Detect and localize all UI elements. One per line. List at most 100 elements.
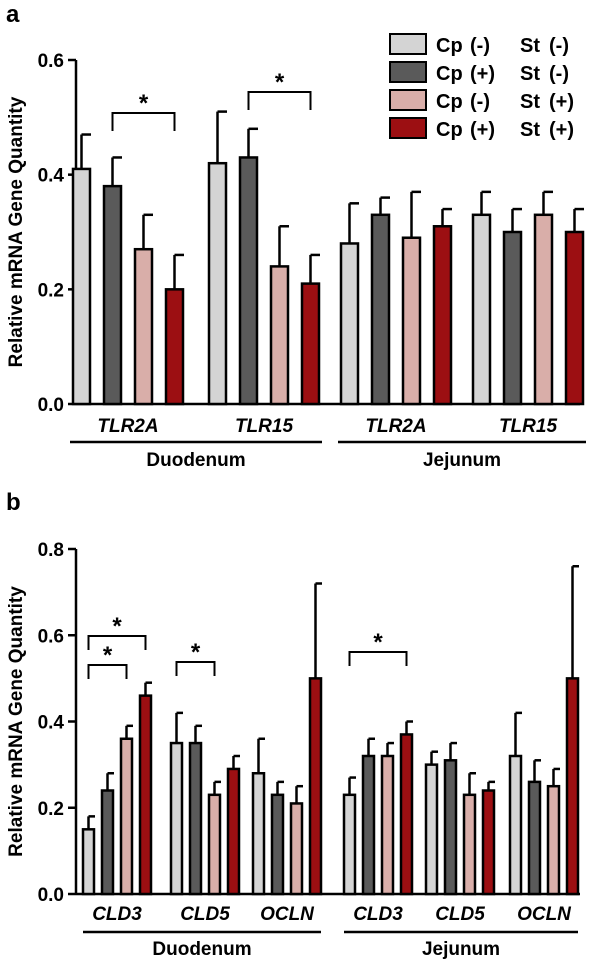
legend-cp: Cp [436,63,463,85]
y-tick-label: 0.0 [38,885,64,906]
bar [471,213,492,406]
bar [308,677,323,896]
y-tick-label: 0.6 [38,51,64,72]
y-tick-label: 0.2 [38,799,64,820]
significance-star: * [275,69,285,96]
bar [502,230,523,406]
bar [508,754,523,896]
legend: Cp (-) St (-) Cp (+) St (-) Cp (-) St (+) Cp (+) St (+) [389,33,574,141]
gene-label: CLD3 [92,904,142,925]
legend-st: St [520,35,540,57]
significance-bracket [111,112,176,131]
legend-swatch [389,33,427,55]
significance-bracket [348,651,408,666]
legend-st: St [520,63,540,85]
legend-st-sign: (+) [549,91,574,113]
bar [207,793,222,896]
gene-label: TLR2A [97,416,158,437]
gene-label: CLD3 [353,904,403,925]
bar [133,247,154,406]
bar [238,156,259,406]
legend-st-sign: (+) [549,119,574,141]
bar [432,225,453,406]
bar [565,677,580,896]
legend-st: St [520,91,540,113]
legend-swatch [389,89,427,111]
bar [361,754,376,896]
bar [424,763,439,896]
legend-cp-sign: (-) [470,35,490,57]
significance-star: * [112,613,122,640]
significance-bracket [247,91,312,110]
bar [339,242,360,406]
legend-entry: Cp (+) St (+) [436,119,574,141]
bar [564,230,585,406]
region-label: Duodenum [152,939,251,960]
region-label: Jejunum [422,939,500,960]
region-label: Duodenum [146,450,245,471]
bar [370,213,391,406]
bar [119,737,134,896]
y-tick-label: 0.0 [38,395,64,416]
legend-cp: Cp [436,91,463,113]
gene-label: TLR2A [365,416,426,437]
bar [462,793,477,896]
bar [102,184,123,406]
significance-bracket [175,661,216,676]
gene-label: OCLN [517,904,572,925]
bar [380,754,395,896]
panel-a: a 0.0 0.2 0.4 0.6 Relative mRNA Gene Quantity… [6,1,586,471]
panel-b: b 0.0 0.2 0.4 0.6 0.8 Relative mRNA Gene Quant… [6,489,580,960]
legend-entry: Cp (+) St (-) [436,63,569,85]
significance-star: * [373,629,383,656]
significance-bracket [87,664,128,679]
legend-swatch [389,61,427,83]
gene-label: TLR15 [499,416,558,437]
significance-star: * [191,639,201,666]
y-axis-label: Relative mRNA Gene Quantity [6,586,27,857]
legend-st-sign: (-) [549,35,569,57]
gene-label: TLR15 [235,416,294,437]
legend-cp-sign: (+) [470,63,495,85]
significance-star: * [139,90,149,117]
legend-swatch [389,117,427,139]
bar [169,741,184,896]
panel-label: b [6,489,21,516]
bar [138,694,153,896]
gene-label: OCLN [260,904,315,925]
significance-star: * [103,642,113,669]
bar [546,784,561,896]
bar [527,780,542,896]
legend-cp: Cp [436,35,463,57]
legend-cp-sign: (-) [470,91,490,113]
bar [481,789,496,896]
bar [269,265,290,406]
bar [399,733,414,896]
y-tick-label: 0.8 [38,540,64,561]
gene-label: CLD5 [180,904,230,925]
legend-st-sign: (-) [549,63,569,85]
significance-bracket [87,635,147,650]
bar [81,828,96,896]
legend-st: St [520,119,540,141]
bar [401,236,422,406]
y-tick-label: 0.4 [38,166,65,187]
bar [226,767,241,896]
bar [300,282,321,406]
legend-entry: Cp (-) St (-) [436,35,569,57]
legend-entry: Cp (-) St (+) [436,91,574,113]
bar [270,793,285,896]
bar [71,167,92,406]
bar [342,793,357,896]
bar [443,759,458,896]
legend-cp-sign: (+) [470,119,495,141]
bar [207,161,228,406]
bar [164,288,185,406]
panel-label: a [6,1,20,28]
y-tick-label: 0.6 [38,626,64,647]
bar [188,741,203,896]
bar [533,213,554,406]
gene-label: CLD5 [435,904,485,925]
bar [100,789,115,896]
y-tick-label: 0.4 [38,713,65,734]
